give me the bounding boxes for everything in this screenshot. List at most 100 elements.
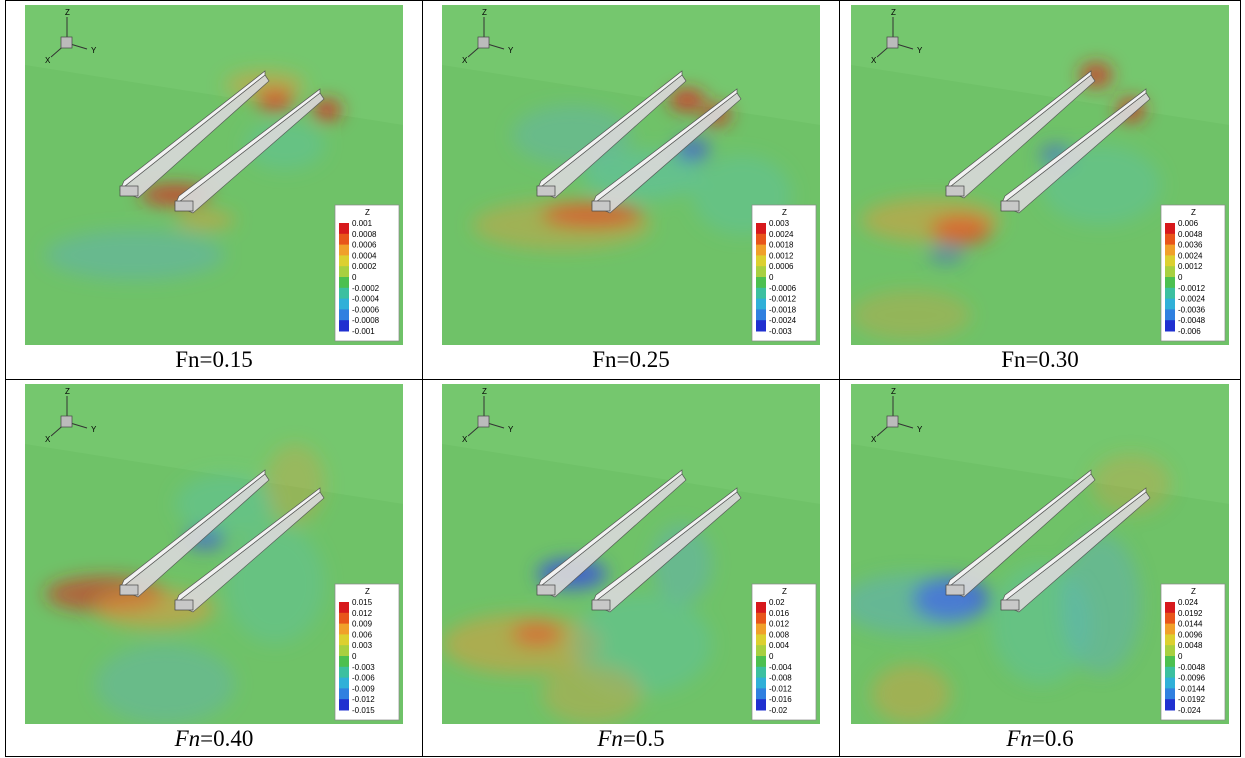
legend-swatch (339, 678, 349, 689)
legend-label: -0.001 (352, 327, 375, 336)
legend-label: 0.0002 (352, 262, 377, 271)
wave-blob (851, 290, 971, 340)
legend-title: Z (782, 587, 787, 596)
axis-label: Z (891, 387, 896, 396)
caption-value: =0.5 (623, 726, 665, 751)
legend-swatch (756, 320, 766, 331)
legend-swatch (339, 245, 349, 256)
legend-label: -0.006 (1178, 327, 1201, 336)
caption-symbol: Fn (175, 726, 201, 751)
axis-label: Z (65, 8, 70, 17)
legend-label: 0.0018 (769, 241, 794, 250)
legend-swatch (756, 656, 766, 667)
legend-label: 0.009 (352, 620, 373, 629)
legend-swatch (339, 602, 349, 613)
axis-cube (61, 416, 72, 427)
legend-label: 0.001 (352, 219, 373, 228)
hull-stern (120, 186, 138, 196)
legend-swatch (1165, 255, 1175, 266)
axis-label: Y (91, 425, 97, 434)
axis-cube (478, 416, 489, 427)
axis-label: Z (482, 8, 487, 17)
legend-label: 0 (352, 273, 357, 282)
legend-swatch (756, 309, 766, 320)
axis-cube (61, 37, 72, 48)
legend-swatch (1165, 624, 1175, 635)
hull-stern (1001, 201, 1019, 211)
legend-swatch (756, 688, 766, 699)
legend-swatch (756, 299, 766, 310)
legend-title: Z (365, 208, 370, 217)
legend-swatch (339, 223, 349, 234)
legend-swatch (1165, 667, 1175, 678)
legend-swatch (339, 309, 349, 320)
legend-swatch (1165, 602, 1175, 613)
legend-swatch (756, 255, 766, 266)
caption: Fn=0.40 (6, 724, 422, 756)
legend-swatch (339, 645, 349, 656)
legend-swatch (1165, 678, 1175, 689)
legend-swatch (1165, 277, 1175, 288)
legend-label: 0.003 (769, 219, 790, 228)
legend-swatch (756, 245, 766, 256)
legend-label: -0.004 (769, 663, 792, 672)
legend-swatch (1165, 234, 1175, 245)
axis-label: Y (508, 425, 514, 434)
legend-label: -0.0008 (352, 316, 380, 325)
legend-label: -0.0006 (352, 305, 380, 314)
legend-swatch (756, 288, 766, 299)
cell: ZXYZ0.0150.0120.0090.0060.0030-0.003-0.0… (6, 380, 423, 757)
hull-stern (946, 186, 964, 196)
legend-title: Z (365, 587, 370, 596)
legend-swatch (339, 266, 349, 277)
legend-label: -0.0048 (1178, 316, 1206, 325)
legend-label: 0.0096 (1178, 630, 1203, 639)
caption-value: =0.15 (200, 347, 253, 372)
wave-blob (542, 664, 642, 724)
legend-label: -0.0012 (1178, 284, 1206, 293)
legend-swatch (339, 320, 349, 331)
legend-label: 0 (352, 652, 357, 661)
caption: Fn=0.15 (6, 345, 422, 377)
hull-stern (946, 585, 964, 595)
wave-blob (225, 524, 325, 644)
legend-label: 0.02 (769, 598, 785, 607)
cell: ZXYZ0.020.0160.0120.0080.0040-0.004-0.00… (423, 380, 840, 757)
legend-label: 0.0048 (1178, 641, 1203, 650)
legend-label: 0.0024 (1178, 251, 1203, 260)
legend-label: 0.004 (769, 641, 790, 650)
legend-label: -0.016 (769, 695, 792, 704)
legend-label: 0.012 (769, 620, 790, 629)
legend-swatch (339, 277, 349, 288)
legend-swatch (1165, 613, 1175, 624)
legend-swatch (756, 645, 766, 656)
legend-title: Z (1191, 208, 1196, 217)
legend-label: -0.02 (769, 706, 788, 715)
legend-swatch (756, 277, 766, 288)
legend-swatch (756, 699, 766, 710)
axis-cube (887, 37, 898, 48)
legend-swatch (756, 678, 766, 689)
caption-value: =0.6 (1032, 726, 1074, 751)
legend-label: 0.0024 (769, 230, 794, 239)
axis-label: Y (91, 46, 97, 55)
legend-label: -0.0006 (769, 284, 797, 293)
contour-image: ZXYZ0.0150.0120.0090.0060.0030-0.003-0.0… (25, 384, 403, 724)
legend-label: -0.0096 (1178, 674, 1206, 683)
legend-label: 0.0048 (1178, 230, 1203, 239)
legend-label: 0.006 (352, 630, 373, 639)
legend-swatch (339, 667, 349, 678)
legend-label: 0.003 (352, 641, 373, 650)
legend-label: 0 (1178, 273, 1183, 282)
caption-value: =0.30 (1026, 347, 1079, 372)
legend-swatch (756, 667, 766, 678)
hull-stern (120, 585, 138, 595)
wave-blob (861, 198, 1001, 242)
legend-swatch (756, 634, 766, 645)
legend-swatch (339, 288, 349, 299)
hull-stern (592, 600, 610, 610)
legend-swatch (339, 688, 349, 699)
